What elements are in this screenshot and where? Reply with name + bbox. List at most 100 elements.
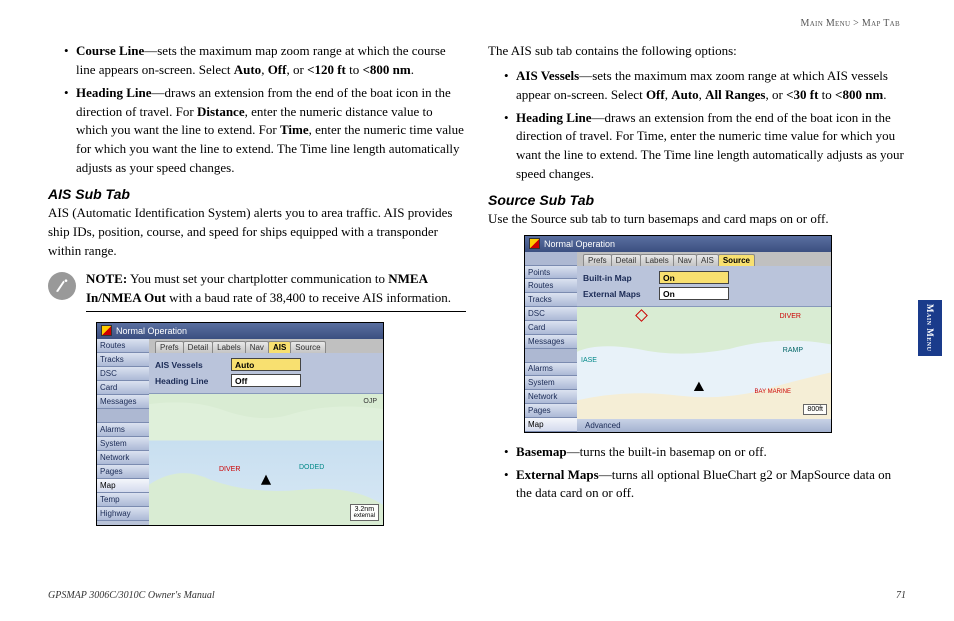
sidebar-item[interactable]: Pages — [525, 404, 577, 418]
tab[interactable]: Nav — [673, 254, 697, 266]
setting-label: Built-in Map — [583, 273, 653, 283]
shot-bottom-bar: Advanced — [577, 419, 831, 432]
sidebar-item[interactable]: Network — [97, 451, 149, 465]
tab[interactable]: AIS — [696, 254, 719, 266]
tab[interactable]: AIS — [268, 341, 291, 353]
sidebar-item[interactable]: Points — [525, 266, 577, 280]
sidebar-item[interactable]: System — [97, 437, 149, 451]
shot-map: DIVER RAMP BAY MARINE IASE 800ft — [577, 307, 831, 419]
flag-icon — [529, 238, 540, 249]
flag-icon — [101, 325, 112, 336]
bullet-list-course-heading: Course Line—sets the maximum map zoom ra… — [48, 42, 466, 178]
setting-value[interactable]: Auto — [231, 358, 301, 371]
sidebar-item[interactable]: DSC — [525, 307, 577, 321]
shot-title: Normal Operation — [116, 326, 187, 336]
shot-sidebar: PointsRoutesTracksDSCCardMessages AlarmsS… — [525, 252, 577, 432]
tab[interactable]: Prefs — [583, 254, 612, 266]
right-column: The AIS sub tab contains the following o… — [488, 42, 906, 536]
bullet-course-line: Course Line—sets the maximum map zoom ra… — [64, 42, 466, 80]
sidebar-item[interactable] — [525, 349, 577, 363]
map-label: RAMP — [783, 347, 803, 354]
screenshot-ais: Normal Operation RoutesTracksDSCCardMess… — [96, 322, 384, 526]
sidebar-item[interactable]: Card — [525, 321, 577, 335]
breadcrumb-sep: > — [853, 18, 859, 29]
map-label: OJP — [363, 398, 377, 405]
setting-value[interactable]: On — [659, 271, 729, 284]
tab[interactable]: Source — [290, 341, 325, 353]
setting-value[interactable]: On — [659, 287, 729, 300]
subhead-source: Source Sub Tab — [488, 192, 906, 208]
left-column: Course Line—sets the maximum map zoom ra… — [48, 42, 466, 536]
settings-row: Built-in Map On — [583, 270, 825, 286]
sidebar-item[interactable]: Alarms — [97, 423, 149, 437]
shot-titlebar: Normal Operation — [525, 236, 831, 252]
setting-label: External Maps — [583, 289, 653, 299]
side-tab-main-menu: Main Menu — [918, 300, 942, 356]
tab[interactable]: Labels — [640, 254, 674, 266]
settings-row: Heading Line Off — [155, 373, 377, 389]
page-footer: GPSMAP 3006C/3010C Owner's Manual 71 — [48, 590, 906, 601]
page-number: 71 — [896, 590, 906, 601]
bullet-ais-vessels: AIS Vessels—sets the maximum max zoom ra… — [504, 67, 906, 105]
settings-row: AIS VesselsAuto — [155, 357, 377, 373]
screenshot-source: Normal Operation PointsRoutesTracksDSCCa… — [524, 235, 832, 433]
tab[interactable]: Source — [718, 254, 755, 266]
bullet-basemap: Basemap—turns the built-in basemap on or… — [504, 443, 906, 462]
setting-value[interactable]: Off — [231, 374, 301, 387]
shot-sidebar: RoutesTracksDSCCardMessages AlarmsSystemN… — [97, 339, 149, 525]
map-label: DIVER — [219, 466, 240, 473]
settings-row: External Maps On — [583, 286, 825, 302]
note-box: NOTE: You must set your chartplotter com… — [48, 270, 466, 311]
tab[interactable]: Detail — [611, 254, 641, 266]
breadcrumb-a: Main Menu — [801, 18, 851, 29]
sidebar-item[interactable]: Map — [525, 418, 577, 432]
bullet-heading-line-2: Heading Line—draws an extension from the… — [504, 109, 906, 184]
shot-settings: AIS VesselsAuto Heading Line Off — [149, 353, 383, 394]
sidebar-item[interactable]: Routes — [525, 279, 577, 293]
tab[interactable]: Labels — [212, 341, 246, 353]
scale-box: 800ft — [803, 404, 827, 415]
sidebar-item[interactable] — [525, 252, 577, 266]
footer-title: GPSMAP 3006C/3010C Owner's Manual — [48, 590, 215, 601]
tab[interactable]: Prefs — [155, 341, 184, 353]
sidebar-item[interactable]: Highway — [97, 507, 149, 521]
sidebar-item[interactable]: DSC — [97, 367, 149, 381]
bullet-external-maps: External Maps—turns all optional BlueCha… — [504, 466, 906, 504]
sidebar-item[interactable]: Routes — [97, 339, 149, 353]
shot-map: OJP DIVER DODED 3.2nm external — [149, 394, 383, 525]
sidebar-item[interactable] — [97, 409, 149, 423]
note-text: NOTE: You must set your chartplotter com… — [86, 270, 466, 311]
sidebar-item[interactable]: Network — [525, 390, 577, 404]
shot-tabs: PrefsDetailLabelsNavAISSource — [577, 252, 831, 266]
bullet-list-source-options: Basemap—turns the built-in basemap on or… — [488, 443, 906, 504]
subhead-ais: AIS Sub Tab — [48, 186, 466, 202]
shot-title: Normal Operation — [544, 239, 615, 249]
sidebar-item[interactable]: Messages — [525, 335, 577, 349]
breadcrumb-b: Map Tab — [862, 18, 900, 29]
scale-box: 3.2nm external — [350, 504, 379, 521]
sidebar-item[interactable]: System — [525, 376, 577, 390]
map-label: IASE — [581, 357, 597, 364]
setting-label: Heading Line — [155, 376, 225, 386]
sidebar-item[interactable]: Alarms — [525, 363, 577, 377]
sidebar-item[interactable]: Pages — [97, 465, 149, 479]
ais-paragraph: AIS (Automatic Identification System) al… — [48, 204, 466, 261]
map-label: DIVER — [780, 313, 801, 320]
ais-intro: The AIS sub tab contains the following o… — [488, 42, 906, 61]
sidebar-item[interactable]: Tracks — [525, 293, 577, 307]
sidebar-item[interactable]: Card — [97, 381, 149, 395]
sidebar-item[interactable]: Map — [97, 479, 149, 493]
bullet-list-ais-options: AIS Vessels—sets the maximum max zoom ra… — [488, 67, 906, 184]
tab[interactable]: Nav — [245, 341, 269, 353]
note-icon — [48, 272, 76, 300]
shot-titlebar: Normal Operation — [97, 323, 383, 339]
source-paragraph: Use the Source sub tab to turn basemaps … — [488, 210, 906, 229]
sidebar-item[interactable]: Tracks — [97, 353, 149, 367]
shot-settings: Built-in Map On External Maps On — [577, 266, 831, 307]
bullet-heading-line: Heading Line—draws an extension from the… — [64, 84, 466, 178]
sidebar-item[interactable]: Temp — [97, 493, 149, 507]
shot-tabs: PrefsDetailLabelsNavAISSource — [149, 339, 383, 353]
sidebar-item[interactable]: Messages — [97, 395, 149, 409]
breadcrumb: Main Menu > Map Tab — [801, 18, 900, 29]
tab[interactable]: Detail — [183, 341, 213, 353]
